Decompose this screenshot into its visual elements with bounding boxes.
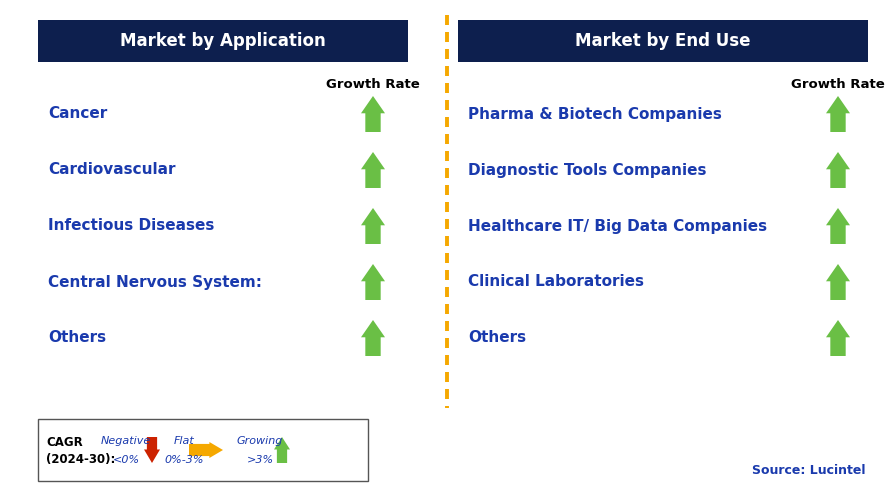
Bar — [458, 20, 868, 62]
Polygon shape — [361, 152, 385, 188]
Bar — [38, 419, 368, 481]
Polygon shape — [826, 264, 850, 300]
Text: Market by Application: Market by Application — [120, 32, 326, 50]
Polygon shape — [826, 152, 850, 188]
Text: Growing: Growing — [237, 436, 283, 446]
Text: Others: Others — [468, 330, 527, 346]
Text: Infectious Diseases: Infectious Diseases — [48, 218, 215, 234]
Text: Clinical Laboratories: Clinical Laboratories — [468, 275, 644, 289]
Polygon shape — [826, 320, 850, 356]
Polygon shape — [361, 264, 385, 300]
Polygon shape — [826, 96, 850, 132]
Text: >3%: >3% — [247, 455, 274, 465]
Text: CAGR: CAGR — [46, 435, 83, 449]
Bar — [38, 20, 408, 62]
Text: Growth Rate: Growth Rate — [326, 77, 420, 91]
Text: Growth Rate: Growth Rate — [791, 77, 885, 91]
Polygon shape — [144, 437, 160, 463]
Text: Healthcare IT/ Big Data Companies: Healthcare IT/ Big Data Companies — [468, 218, 767, 234]
Polygon shape — [361, 208, 385, 244]
Text: Cardiovascular: Cardiovascular — [48, 163, 175, 177]
Text: Central Nervous System:: Central Nervous System: — [48, 275, 262, 289]
Text: Source: Lucintel: Source: Lucintel — [752, 464, 865, 478]
Text: Cancer: Cancer — [48, 106, 107, 121]
Polygon shape — [189, 442, 223, 458]
Polygon shape — [274, 437, 290, 463]
Text: Others: Others — [48, 330, 106, 346]
Polygon shape — [361, 320, 385, 356]
Text: Diagnostic Tools Companies: Diagnostic Tools Companies — [468, 163, 706, 177]
Text: Flat: Flat — [173, 436, 194, 446]
Text: 0%-3%: 0%-3% — [164, 455, 204, 465]
Text: Negative: Negative — [101, 436, 151, 446]
Polygon shape — [826, 208, 850, 244]
Text: Market by End Use: Market by End Use — [575, 32, 751, 50]
Text: (2024-30):: (2024-30): — [46, 453, 115, 465]
Text: Pharma & Biotech Companies: Pharma & Biotech Companies — [468, 106, 721, 121]
Text: <0%: <0% — [113, 455, 139, 465]
Polygon shape — [361, 96, 385, 132]
